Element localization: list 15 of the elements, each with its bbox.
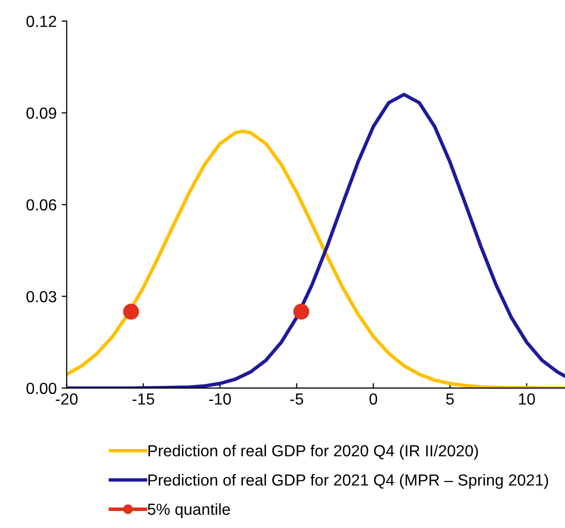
x-tick-label: 5	[446, 394, 454, 405]
y-tick-label: 0.06	[26, 199, 56, 211]
legend-label: 5% quantile	[148, 503, 230, 518]
y-tick-label: 0.00	[26, 382, 56, 394]
y-tick-label: 0.09	[26, 107, 56, 119]
x-tick-label: 0	[370, 393, 378, 405]
x-tick-label: -10	[209, 393, 231, 405]
legend-label: Prediction of real GDP for 2020 Q4 (IR II/2020)	[148, 444, 478, 460]
x-tick-label: -5	[290, 394, 304, 405]
legend-label: Prediction of real GDP for 2021 Q4 (MPR – Spring 2021)	[148, 474, 548, 489]
x-tick-label: -15	[132, 394, 154, 405]
x-tick-label: 10	[519, 393, 535, 405]
y-tick-label: 0.03	[26, 290, 56, 302]
x-tick-label: -20	[56, 393, 78, 405]
y-tick-label: 0.12	[26, 16, 56, 28]
